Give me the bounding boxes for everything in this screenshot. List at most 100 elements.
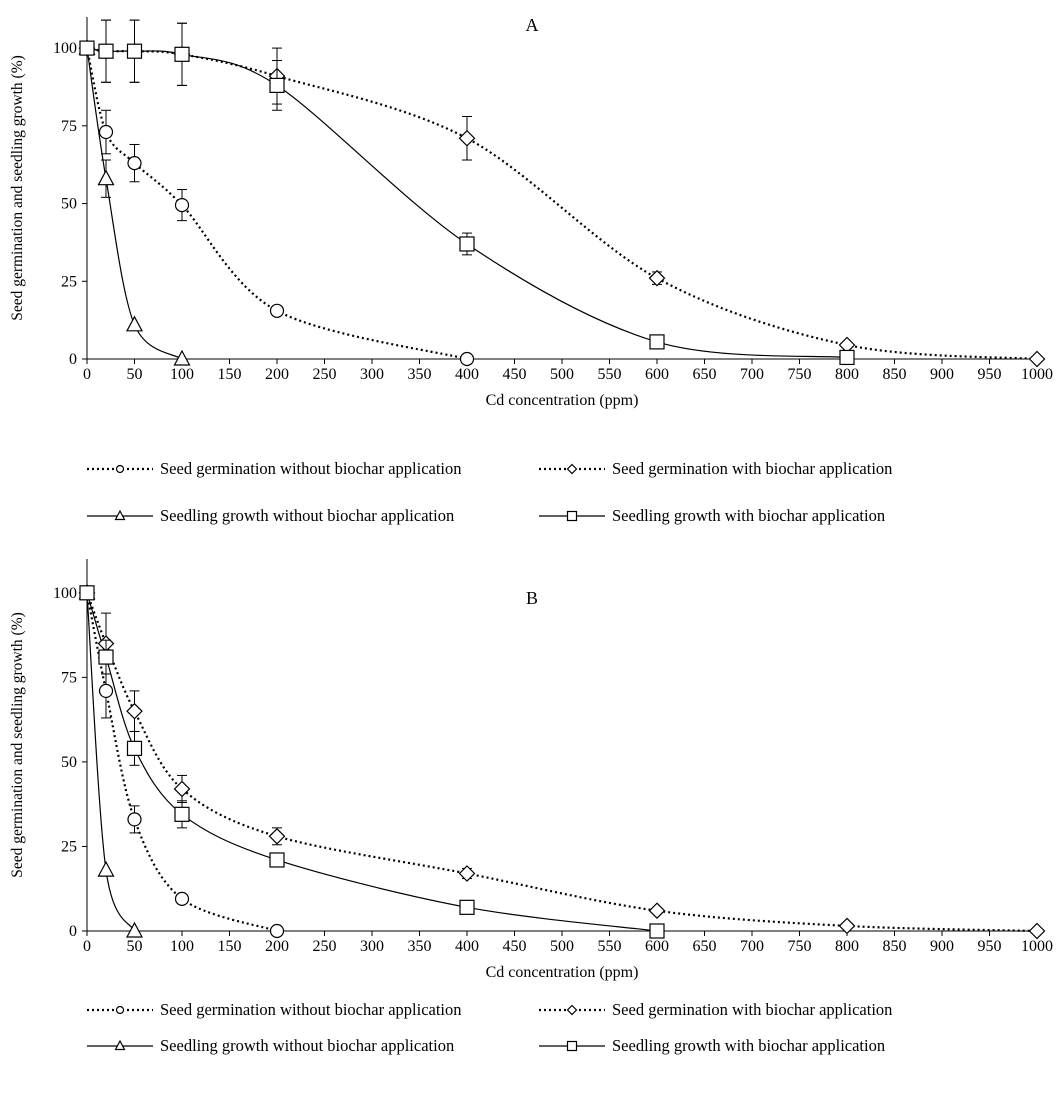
x-tick-label: 800	[835, 938, 859, 955]
legend-item-germination-without-biochar: Seed germination without biochar applica…	[86, 999, 462, 1021]
legend-swatch-triangle-solid	[87, 509, 153, 521]
chart-panel-a: 0 50 100 150 200 250 300 350 400 450 500 550 600 650 7…	[0, 0, 1059, 548]
x-axis-label: Cd concentration (ppm)	[486, 964, 639, 981]
x-tick-label: 100	[170, 366, 194, 383]
x-tick-label: 700	[740, 366, 764, 383]
y-tick-label: 25	[61, 838, 77, 855]
legend-item-germination-with-biochar: Seed germination with biochar applicatio…	[538, 999, 892, 1021]
x-tick-label: 450	[503, 366, 527, 383]
x-axis-label: Cd concentration (ppm)	[486, 392, 639, 409]
y-axis-label: Seed germination and seedling growth (%)	[9, 612, 26, 878]
x-tick-label: 750	[788, 366, 812, 383]
data-point-triangle	[125, 921, 144, 938]
x-tick-label: 0	[83, 938, 91, 955]
legend-item-seedling-with-biochar: Seedling growth with biochar application	[538, 505, 885, 527]
legend-swatch-diamond-dotted	[539, 463, 605, 475]
legend-item-seedling-with-biochar: Seedling growth with biochar application	[538, 1035, 885, 1057]
legend-swatch-diamond-dotted	[539, 1004, 605, 1016]
x-tick-label: 300	[360, 366, 384, 383]
legend-label: Seedling growth with biochar application	[612, 506, 886, 525]
data-point-square	[126, 740, 143, 756]
data-point-diamond	[173, 780, 191, 798]
x-tick-label: 50	[127, 938, 143, 955]
panel-label: A	[526, 15, 539, 35]
data-point-diamond	[268, 827, 286, 845]
y-tick-label: 25	[61, 273, 77, 290]
panel-label: B	[526, 588, 538, 608]
data-point-triangle	[125, 315, 144, 332]
x-tick-label: 0	[83, 366, 91, 383]
legend-label: Seedling growth without biochar applicat…	[160, 1036, 455, 1055]
legend-swatch-square-solid	[539, 1040, 605, 1052]
x-tick-label: 650	[693, 366, 717, 383]
y-axis-label: Seed germination and seedling growth (%)	[9, 55, 26, 321]
chart-b-plot: 0 50 100 150 200 250 300 350 400 450 500 550 600 650 7…	[9, 559, 1053, 981]
x-tick-label: 950	[978, 366, 1002, 383]
data-point-square	[649, 923, 665, 939]
data-point-circle	[174, 891, 190, 906]
y-tick-label: 100	[53, 40, 77, 57]
x-tick-label: 850	[883, 938, 907, 955]
x-tick-label: 1000	[1021, 366, 1053, 383]
legend-item-seedling-without-biochar: Seedling growth without biochar applicat…	[86, 1035, 454, 1057]
series-line-3	[86, 592, 136, 932]
series-line-4	[86, 592, 658, 932]
y-tick-label: 50	[61, 196, 77, 213]
x-tick-label: 400	[455, 366, 479, 383]
legend-swatch-square-solid	[539, 510, 605, 522]
x-tick-label: 550	[598, 366, 622, 383]
series-line-1	[85, 592, 278, 933]
data-point-diamond	[126, 702, 143, 720]
data-point-square	[649, 334, 665, 350]
x-tick-label: 650	[693, 938, 717, 955]
data-point-circle	[269, 303, 285, 318]
legend-item-germination-with-biochar: Seed germination with biochar applicatio…	[538, 458, 892, 480]
x-tick-label: 50	[127, 366, 143, 383]
data-point-circle	[127, 156, 142, 171]
data-point-diamond	[458, 129, 476, 147]
x-tick-label: 900	[930, 938, 954, 955]
chart-a-plot: 0 50 100 150 200 250 300 350 400 450 500 550 600 650 7…	[9, 15, 1053, 409]
x-tick-label: 700	[740, 938, 764, 955]
x-tick-label: 400	[455, 938, 479, 955]
x-tick-label: 500	[550, 938, 574, 955]
chart-panel-b: 0 50 100 150 200 250 300 350 400 450 500 550 600 650 7…	[0, 549, 1059, 1097]
x-tick-label: 150	[218, 938, 242, 955]
legend-item-seedling-without-biochar: Seedling growth without biochar applicat…	[86, 505, 454, 527]
x-tick-label: 250	[313, 938, 337, 955]
data-point-square	[79, 40, 95, 56]
data-point-diamond	[1028, 350, 1046, 368]
x-tick-label: 150	[218, 366, 242, 383]
data-point-triangle	[97, 860, 115, 877]
x-tick-label: 500	[550, 366, 574, 383]
x-tick-label: 200	[265, 938, 289, 955]
data-point-diamond	[648, 269, 666, 287]
data-point-circle	[459, 351, 475, 367]
x-tick-label: 950	[978, 938, 1002, 955]
x-tick-label: 900	[930, 366, 954, 383]
x-tick-label: 600	[645, 366, 669, 383]
y-tick-label: 100	[53, 585, 77, 602]
x-tick-label: 100	[170, 938, 194, 955]
y-tick-label: 50	[61, 754, 77, 771]
legend-label: Seed germination without biochar applica…	[160, 459, 462, 478]
data-point-diamond	[648, 902, 666, 920]
data-point-square	[269, 852, 285, 868]
legend-swatch-circle-dotted	[87, 1005, 153, 1015]
data-point-circle	[98, 124, 114, 140]
legend-label: Seed germination with biochar applicatio…	[612, 1000, 893, 1019]
data-point-circle	[269, 923, 285, 939]
data-point-square	[98, 649, 114, 665]
data-point-square	[839, 349, 855, 366]
x-tick-label: 250	[313, 366, 337, 383]
data-point-diamond	[458, 865, 476, 882]
data-point-diamond	[838, 917, 856, 935]
series-line-3	[86, 48, 183, 360]
legend-swatch-circle-dotted	[87, 464, 153, 474]
series-line-4	[86, 47, 848, 359]
x-tick-label: 600	[645, 938, 669, 955]
x-tick-label: 300	[360, 938, 384, 955]
data-point-circle	[174, 198, 190, 213]
series-line-2	[86, 47, 1038, 361]
legend-swatch-triangle-solid	[87, 1039, 153, 1051]
